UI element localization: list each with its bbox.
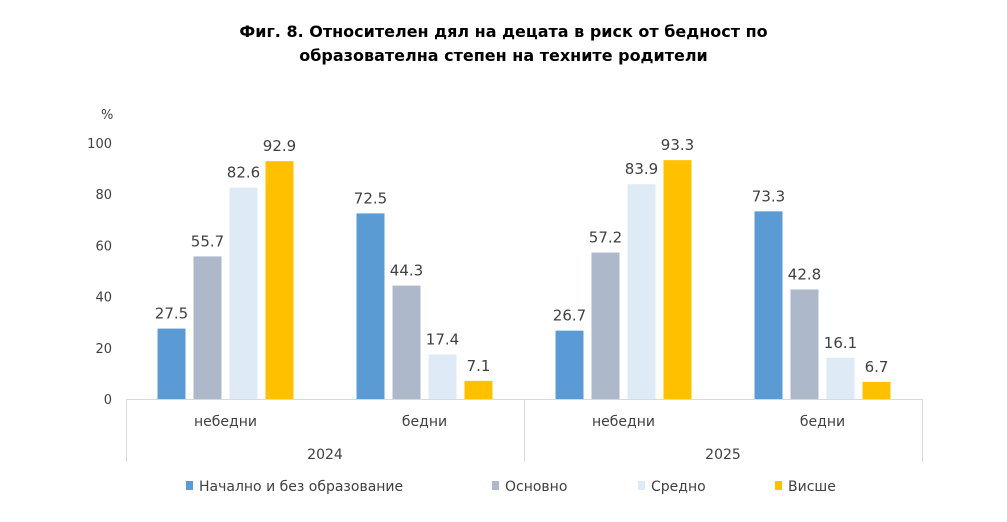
data-label: 92.9	[263, 137, 296, 155]
data-label-background	[656, 135, 699, 156]
data-label-background	[421, 329, 464, 350]
bar	[157, 328, 186, 399]
y-axis-label: %	[101, 108, 113, 123]
bar	[754, 211, 783, 399]
data-label: 42.8	[788, 265, 821, 283]
bar	[265, 161, 294, 399]
bar	[193, 256, 222, 399]
y-tick-label: 0	[104, 393, 112, 408]
chart-title: Фиг. 8. Относителен дял на децата в риск…	[0, 20, 1007, 68]
year-label: 2025	[705, 447, 741, 463]
category-label: бедни	[800, 414, 845, 430]
legend-swatch	[186, 481, 193, 490]
legend-label: Висше	[788, 479, 836, 495]
data-label: 27.5	[155, 305, 188, 323]
data-label-background	[222, 162, 265, 183]
data-label-background	[584, 227, 627, 248]
bar	[392, 285, 421, 399]
data-label-background	[457, 355, 500, 376]
data-label: 57.2	[589, 229, 622, 247]
data-label-background	[385, 260, 428, 281]
bar	[464, 380, 493, 399]
bar	[826, 357, 855, 399]
data-label-background	[150, 303, 193, 324]
y-tick-label: 80	[95, 188, 112, 203]
y-tick-label: 40	[95, 291, 112, 306]
bar	[555, 330, 584, 399]
bar	[229, 187, 258, 399]
data-label-background	[855, 356, 898, 377]
legend-swatch	[492, 481, 499, 490]
y-tick-label: 60	[95, 239, 112, 254]
year-label: 2024	[307, 447, 343, 463]
legend-label: Основно	[505, 479, 567, 495]
data-label: 82.6	[227, 164, 260, 182]
data-label: 55.7	[191, 232, 224, 250]
data-label: 72.5	[354, 189, 387, 207]
legend-label: Средно	[651, 479, 706, 495]
y-tick-label: 100	[87, 137, 112, 152]
data-label: 44.3	[390, 262, 423, 280]
data-label-background	[747, 186, 790, 207]
chart-title-line-2: образователна степен на техните родители	[299, 46, 708, 65]
data-label-background	[258, 136, 301, 157]
data-label-background	[620, 159, 663, 180]
data-label: 73.3	[752, 187, 785, 205]
bar	[862, 381, 891, 399]
bar	[790, 289, 819, 399]
bar	[627, 184, 656, 399]
data-label: 17.4	[426, 330, 459, 348]
data-label: 83.9	[625, 160, 658, 178]
bar	[591, 252, 620, 399]
bar	[428, 354, 457, 399]
data-label: 16.1	[824, 334, 857, 352]
legend-label: Начално и без образование	[199, 479, 403, 495]
data-label: 93.3	[661, 136, 694, 154]
category-label: бедни	[402, 414, 447, 430]
legend-swatch	[775, 481, 782, 490]
data-label-background	[548, 305, 591, 326]
bar	[663, 160, 692, 399]
data-label-background	[819, 332, 862, 353]
category-label: небедни	[592, 414, 655, 430]
data-label: 6.7	[865, 358, 889, 376]
legend-swatch	[638, 481, 645, 490]
category-label: небедни	[194, 414, 257, 430]
data-label-background	[349, 188, 392, 209]
bar	[356, 213, 385, 399]
chart-title-line-1: Фиг. 8. Относителен дял на децата в риск…	[239, 22, 768, 41]
data-label-background	[186, 231, 229, 252]
data-label: 7.1	[467, 357, 491, 375]
data-label-background	[783, 264, 826, 285]
data-label: 26.7	[553, 307, 586, 325]
y-tick-label: 20	[95, 342, 112, 357]
